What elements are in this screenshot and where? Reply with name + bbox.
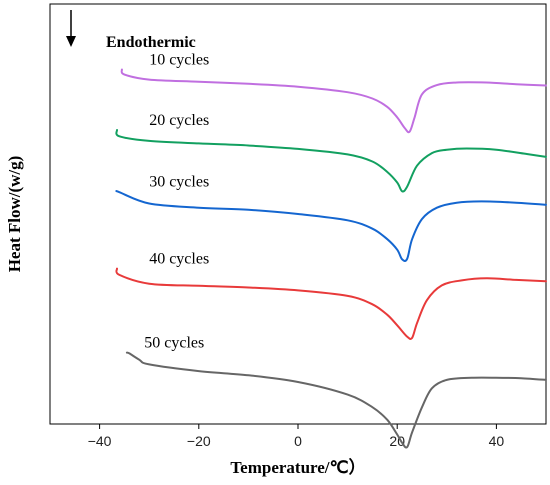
series-label-3: 30 cycles bbox=[149, 173, 209, 190]
series-line-2 bbox=[115, 129, 547, 193]
series-line-4 bbox=[115, 267, 547, 340]
endothermic-annotation: Endothermic bbox=[66, 10, 196, 51]
x-tick-label: 40 bbox=[489, 433, 505, 449]
annotation-text: Endothermic bbox=[106, 34, 196, 51]
x-tick-label: 20 bbox=[389, 433, 405, 449]
x-tick-label: 0 bbox=[294, 433, 302, 449]
series-line-5 bbox=[125, 351, 547, 449]
series-label-4: 40 cycles bbox=[149, 251, 209, 268]
x-tick-label: −40 bbox=[88, 433, 112, 449]
series-labels: 10 cycles 20 cycles 30 cycles 40 cycles 50 c… bbox=[144, 52, 209, 352]
x-ticks: −40 −20 0 20 40 bbox=[88, 424, 505, 449]
series-line-3 bbox=[115, 190, 547, 262]
series-lines bbox=[115, 68, 547, 449]
x-axis-title: Temperature/℃） bbox=[230, 457, 365, 477]
x-tick-label: −20 bbox=[187, 433, 211, 449]
arrow-head bbox=[66, 36, 76, 47]
series-label-1: 10 cycles bbox=[149, 52, 209, 69]
series-label-5: 50 cycles bbox=[144, 335, 204, 352]
series-label-2: 20 cycles bbox=[149, 112, 209, 129]
series-line-1 bbox=[120, 68, 547, 134]
y-axis-title: Heat Flow/(w/g) bbox=[5, 156, 24, 273]
